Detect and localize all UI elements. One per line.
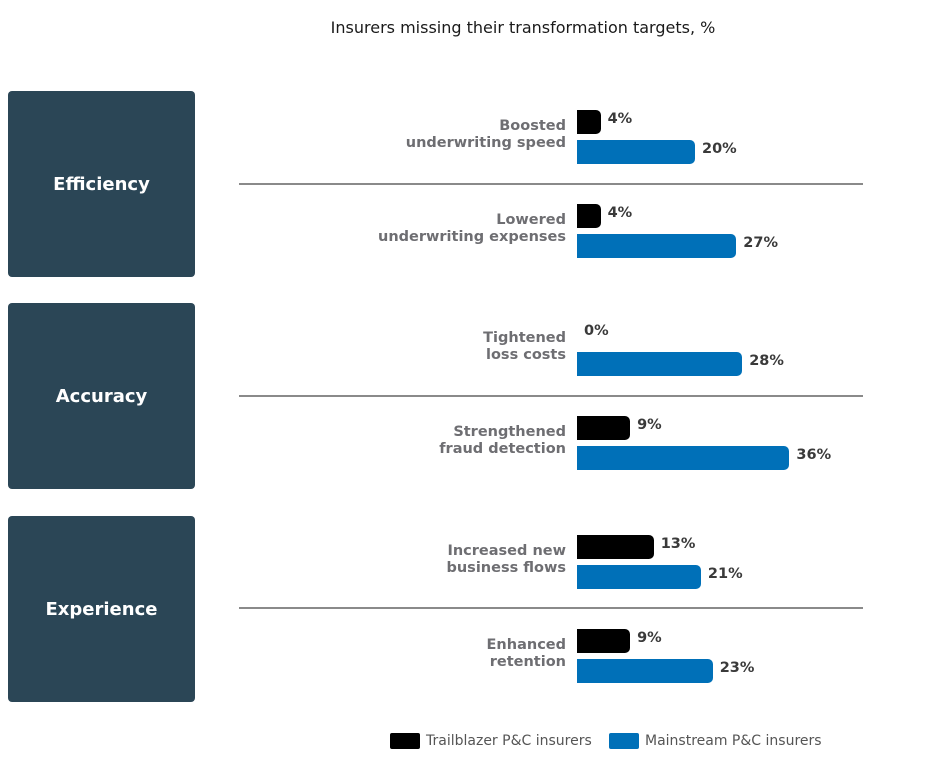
row-label-line: fraud detection [439, 441, 566, 457]
value-label-mainstream: 23% [719, 660, 755, 676]
row-label-line: retention [489, 654, 566, 670]
bar-trailblazer [577, 110, 601, 134]
row-label-line: underwriting expenses [378, 229, 566, 245]
bar-mainstream [577, 565, 701, 589]
row-label-line: Strengthened [453, 424, 566, 440]
bar-trailblazer [577, 204, 601, 228]
group-box-efficiency: Efficiency [8, 91, 195, 277]
legend-item-trailblazer: Trailblazer P&C insurers [390, 733, 592, 749]
row-label-line: Tightened [483, 330, 566, 346]
group-box-experience: Experience [8, 516, 195, 702]
row-label-line: loss costs [486, 347, 566, 363]
bar-mainstream [577, 352, 743, 376]
row-label-line: underwriting speed [405, 135, 566, 151]
row-label: Enhanced retention [326, 637, 566, 671]
row-label-line: Lowered [496, 212, 566, 228]
row-label: Increased new business flows [326, 543, 566, 577]
value-label-mainstream: 21% [707, 566, 743, 582]
row-label: Boosted underwriting speed [326, 118, 566, 152]
value-label-trailblazer: 0% [584, 323, 609, 339]
row-label: Strengthened fraud detection [326, 424, 566, 458]
value-label-mainstream: 27% [743, 235, 779, 251]
row-label: Tightened loss costs [326, 330, 566, 364]
bar-mainstream [577, 446, 790, 470]
group-divider [239, 183, 863, 185]
row-label-line: Boosted [499, 118, 566, 134]
legend-swatch-trailblazer [390, 733, 420, 749]
value-label-trailblazer: 13% [660, 536, 696, 552]
legend-label: Trailblazer P&C insurers [426, 733, 592, 749]
value-label-trailblazer: 4% [607, 111, 633, 127]
group-divider [239, 395, 863, 397]
row-label-line: Enhanced [486, 637, 566, 653]
bar-mainstream [577, 234, 737, 258]
legend-label: Mainstream P&C insurers [645, 733, 822, 749]
group-divider [239, 607, 863, 609]
value-label-trailblazer: 4% [607, 205, 633, 221]
row-label: Lowered underwriting expenses [326, 212, 566, 246]
legend-item-mainstream: Mainstream P&C insurers [609, 733, 822, 749]
row-label-line: business flows [446, 560, 566, 576]
bar-trailblazer [577, 629, 631, 653]
chart-title: Insurers missing their transformation ta… [330, 18, 716, 37]
value-label-mainstream: 28% [749, 353, 784, 369]
value-label-trailblazer: 9% [637, 630, 662, 646]
bar-trailblazer [577, 535, 654, 559]
legend-swatch-mainstream [609, 733, 639, 749]
bar-mainstream [577, 659, 713, 683]
value-label-mainstream: 20% [702, 141, 737, 157]
bar-mainstream [577, 140, 695, 164]
group-box-accuracy: Accuracy [8, 303, 195, 489]
bar-trailblazer [577, 416, 631, 440]
value-label-mainstream: 36% [796, 447, 832, 463]
value-label-trailblazer: 9% [637, 417, 662, 433]
row-label-line: Increased new [447, 543, 566, 559]
